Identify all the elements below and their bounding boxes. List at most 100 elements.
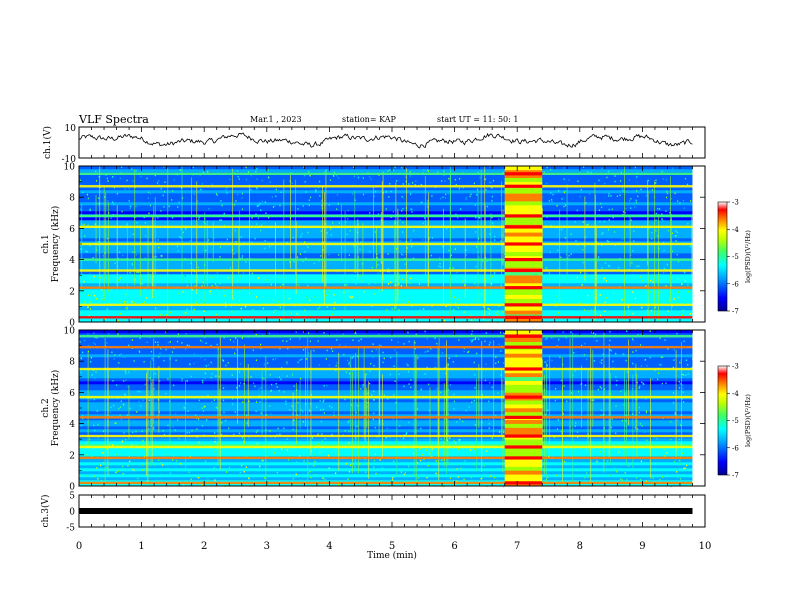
ch1-spectrogram-speckle	[319, 306, 321, 309]
ch1-spectrogram-speckle	[677, 296, 679, 299]
ch2-spectrogram-speckle	[499, 431, 501, 434]
ch1-spectrogram-speckle	[650, 291, 652, 293]
ch1-spectrogram-speckle	[587, 294, 589, 297]
ch1-spectrogram-speckle	[144, 257, 146, 259]
ch2-spectrogram-speckle	[323, 399, 325, 402]
ch2-spectrogram-speckle	[440, 438, 442, 440]
ch2-spectrogram-speckle	[682, 387, 684, 390]
ch1-spectrogram-speckle	[262, 307, 265, 310]
ch2-spectrogram-speckle	[645, 411, 648, 414]
ch2-spectrogram-speckle	[326, 384, 328, 387]
ch1-spectrogram-speckle	[180, 228, 182, 230]
ch1-spectrogram-speckle	[647, 179, 649, 182]
start-time-label: start UT = 11: 50: 1	[437, 115, 519, 124]
ch3-ytick-label: 0	[69, 508, 75, 518]
ch2-spectrogram-speckle	[379, 354, 381, 356]
ch1-spectrogram-speckle	[502, 310, 504, 313]
ch1-spectrogram-speckle	[657, 235, 659, 237]
ch2-spectrogram-speckle	[596, 460, 598, 463]
ch1-spectrogram-speckle	[357, 176, 360, 179]
ch2-spectrogram-speckle	[196, 428, 198, 430]
ch2-spectrogram-speckle	[385, 436, 387, 439]
ch1-spectrogram-speckle	[333, 293, 335, 296]
ch2-spectrogram-speckle	[600, 372, 602, 375]
x-tick-label: 7	[514, 541, 520, 552]
ch1-spectrogram-speckle	[564, 237, 566, 239]
ch1-spectrogram-speckle	[216, 230, 218, 232]
ch2-spectrogram-speckle	[245, 414, 248, 417]
ch1-spectrogram-bg-row	[79, 274, 693, 278]
ch1-spectrogram-speckle	[676, 231, 679, 234]
ch2-spectrogram-speckle	[543, 377, 545, 380]
ch1-spectrogram-speckle	[593, 309, 596, 311]
ch2-spectrogram-bg-row	[79, 354, 693, 358]
ch2-spectrogram-speckle	[474, 424, 476, 426]
ch1-spectrogram-speckle	[299, 253, 302, 255]
ch1-spectrogram-no-data	[692, 166, 705, 322]
ch1-spectrogram-speckle	[681, 314, 683, 317]
ch2-spectrogram-band	[79, 367, 693, 371]
ch1-spectrogram-speckle	[143, 301, 146, 303]
ch2-spectrogram-speckle	[493, 476, 496, 479]
ch2-spectrogram-bg-row	[79, 393, 693, 397]
ch2-spectrogram-speckle	[254, 385, 256, 388]
ch1-spectrogram-bg-row	[79, 280, 693, 284]
ch2-spectrogram-speckle	[391, 479, 394, 481]
ch1-spectrogram-speckle	[400, 285, 403, 287]
ch1-spectrogram-speckle	[549, 251, 551, 254]
ch1-spectrogram-burst-band	[504, 184, 543, 188]
ch2-spectrogram-speckle	[245, 455, 248, 457]
ch2-spectrogram-ytick-label: 0	[69, 483, 75, 493]
ch2-spectrogram-speckle	[371, 350, 373, 353]
ch1-spectrogram-speckle	[554, 297, 556, 299]
ch2-spectrogram-speckle	[360, 338, 362, 340]
ch2-spectrogram-speckle	[401, 395, 403, 397]
ch1-spectrogram-speckle	[374, 293, 376, 295]
ch2-spectrogram-speckle	[636, 428, 639, 430]
ch1-spectrogram-speckle	[338, 254, 340, 256]
ch2-spectrogram-speckle	[115, 422, 117, 425]
ch1-spectrogram-speckle	[144, 222, 146, 224]
ch2-spectrogram-speckle	[328, 405, 331, 407]
ch2-spectrogram-speckle	[500, 350, 502, 352]
ch2-spectrogram-speckle	[186, 380, 188, 382]
ch1-spectrogram-speckle	[394, 166, 396, 169]
ch2-spectrogram-speckle	[500, 440, 502, 443]
ch2-spectrogram-burst-row	[504, 357, 543, 362]
ch2-spectrogram-speckle	[453, 400, 456, 403]
ch2-spectrogram-speckle	[354, 465, 356, 468]
ch1-spectrogram-speckle	[160, 220, 163, 223]
ch2-spectrogram-speckle	[691, 441, 694, 444]
ch1-spectrogram-speckle	[100, 229, 103, 231]
ch2-spectrogram-speckle	[638, 406, 640, 409]
ch2-spectrogram-speckle	[378, 344, 381, 346]
ch1-spectrogram-colorbar-tick-label: -4	[732, 226, 739, 234]
ch2-spectrogram-speckle	[555, 474, 557, 477]
ch2-spectrogram-speckle	[484, 379, 487, 382]
ch2-spectrogram-speckle	[643, 383, 645, 386]
ch2-spectrogram-speckle	[148, 428, 150, 430]
ch1-spectrogram-speckle	[599, 277, 601, 279]
ch2-spectrogram-speckle	[180, 463, 182, 465]
ch1-spectrogram-speckle	[223, 212, 225, 215]
ch2-spectrogram-speckle	[346, 430, 349, 432]
ch1-spectrogram-speckle	[255, 296, 258, 298]
ch2-spectrogram-speckle	[356, 404, 359, 407]
ch1-spectrogram-speckle	[601, 167, 603, 170]
ch1-spectrogram-speckle	[237, 279, 239, 282]
ch1-spectrogram-bg-row	[79, 277, 693, 281]
ch2-spectrogram-speckle	[115, 384, 118, 386]
ch2-spectrogram-speckle	[320, 420, 322, 423]
ch2-spectrogram-speckle	[325, 358, 327, 360]
ch1-spectrogram-burst-row	[504, 247, 543, 253]
ch2-spectrogram-bg-row	[79, 471, 693, 475]
ch2-spectrogram-ytick-label: 2	[69, 451, 75, 461]
ch1-spectrogram-speckle	[244, 305, 247, 308]
ch2-spectrogram-bg-row	[79, 453, 693, 457]
ch1-spectrogram-speckle	[121, 210, 123, 213]
ch1-spectrogram-speckle	[360, 241, 362, 243]
ch1-spectrogram-speckle	[247, 171, 250, 173]
ch1-spectrogram-speckle	[125, 293, 127, 296]
ch2-spectrogram-speckle	[424, 351, 426, 353]
